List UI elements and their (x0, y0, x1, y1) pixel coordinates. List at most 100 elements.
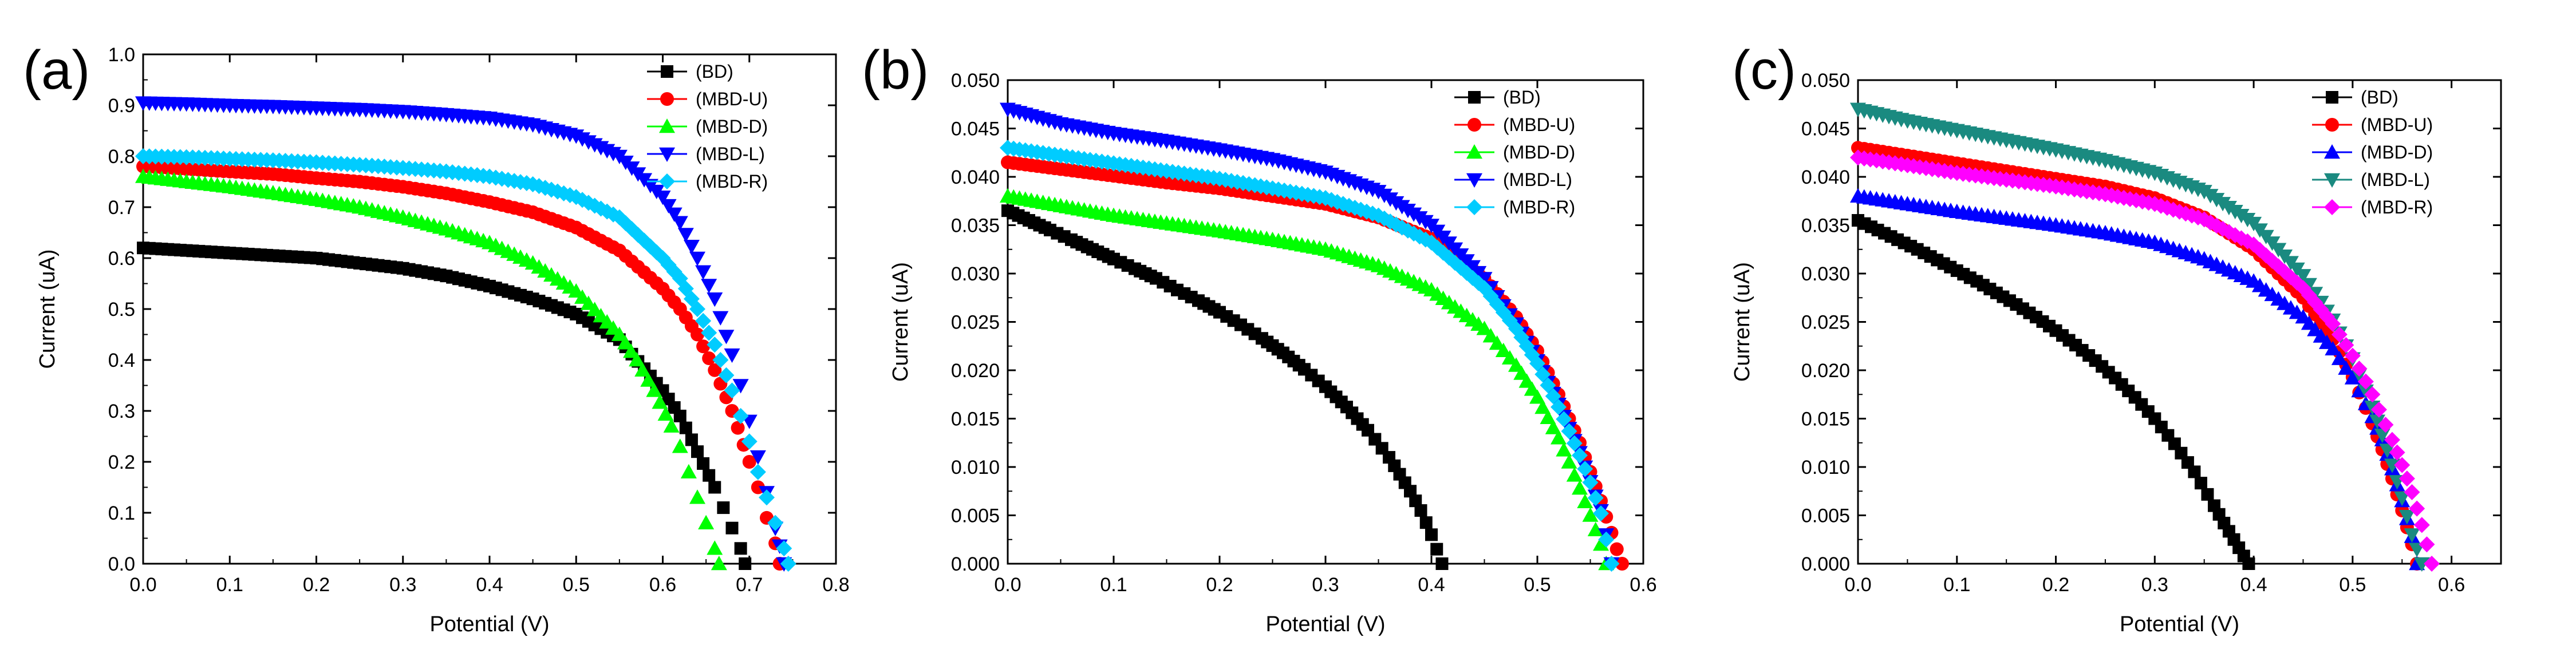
data-point-a-4 (695, 312, 712, 329)
x-tick-label-b: 0.2 (1206, 574, 1233, 596)
data-point-c-4 (2338, 337, 2354, 354)
data-point-a-0 (717, 501, 730, 514)
data-point-a-4 (707, 337, 723, 353)
legend-marker-b-1 (1468, 118, 1481, 132)
data-point-c-4 (2351, 361, 2368, 377)
data-point-a-0 (691, 445, 704, 458)
data-point-a-2 (689, 489, 705, 504)
data-point-a-2 (663, 418, 680, 433)
data-point-b-0 (1425, 528, 1438, 541)
panel-c: (c) 0.0 0.1 0.2 0.3 0.4 0.5 0.6 0.000 0.005 0.010 0… (1730, 39, 2502, 636)
legend-label-c-1: (MBD-U) (2361, 114, 2433, 135)
data-point-a-0 (679, 421, 692, 434)
y-tick-label-c: 0.020 (1801, 360, 1850, 382)
panel-a: (a) 0.0 0.1 0.2 0.3 0.4 0.5 0.6 0.7 0.8 0.0 0.1 0.2 0… (23, 39, 850, 636)
data-point-b-3 (1476, 272, 1493, 287)
legend-marker-a-3 (659, 147, 675, 162)
series-a-3 (135, 96, 792, 572)
data-point-b-0 (1419, 516, 1433, 529)
x-tick-label-a: 0.0 (129, 574, 156, 596)
data-point-b-4 (1582, 474, 1599, 491)
legend-marker-a-4 (659, 173, 675, 189)
data-point-a-2 (634, 362, 651, 377)
x-tick-label-b: 0.5 (1524, 574, 1551, 596)
x-axis-title-c: Potential (V) (2120, 612, 2239, 636)
data-point-a-0 (673, 409, 687, 422)
y-tick-label-c: 0.000 (1801, 553, 1850, 575)
legend-label-c-4: (MBD-R) (2361, 197, 2433, 217)
data-point-b-2 (1572, 480, 1588, 495)
legend-label-b-3: (MBD-L) (1503, 169, 1572, 190)
data-point-c-4 (2389, 444, 2405, 461)
x-tick-label-b: 0.0 (994, 574, 1021, 596)
y-tick-label-c: 0.040 (1801, 167, 1850, 188)
data-point-a-1 (702, 351, 716, 366)
data-point-c-2 (2338, 360, 2354, 375)
x-tick-label-b: 0.1 (1100, 574, 1127, 596)
x-tick-label-a: 0.5 (563, 574, 590, 596)
data-point-a-4 (741, 433, 758, 450)
data-point-b-2 (1501, 350, 1518, 365)
data-point-c-3 (2295, 269, 2311, 284)
data-point-c-3 (2404, 528, 2420, 543)
x-tick-label-a: 0.3 (389, 574, 416, 596)
panel-b: (b) 0.0 0.1 0.2 0.3 0.4 0.5 0.6 0.000 0.005 0.010 0… (862, 39, 1657, 636)
data-point-a-3 (666, 207, 683, 222)
y-tick-label-a: 0.2 (108, 452, 135, 473)
x-tick-label-c: 0.1 (1943, 574, 1970, 596)
data-point-b-2 (1495, 342, 1512, 358)
data-point-a-2 (711, 556, 727, 571)
y-tick-label-a: 0.6 (108, 248, 135, 270)
legend-marker-a-1 (660, 92, 674, 106)
data-point-b-2 (1582, 507, 1599, 522)
data-point-a-2 (611, 326, 628, 341)
data-point-a-4 (689, 301, 705, 317)
data-point-a-3 (712, 311, 729, 326)
data-point-a-2 (652, 394, 668, 409)
data-point-a-2 (698, 514, 715, 529)
y-tick-label-c: 0.025 (1801, 312, 1850, 334)
legend-a: (BD) (MBD-U) (MBD-D) (MBD-L) (MBD-R) (647, 61, 768, 192)
data-point-c-4 (2409, 500, 2425, 517)
data-point-b-2 (1566, 467, 1583, 482)
data-point-b-4 (1593, 505, 1609, 522)
data-point-c-4 (2419, 536, 2435, 553)
y-axis-title-a: Current (uA) (35, 249, 60, 369)
y-tick-label-b: 0.005 (951, 505, 1000, 527)
data-point-a-2 (617, 335, 633, 350)
data-point-b-2 (1489, 335, 1505, 350)
data-point-b-4 (1534, 366, 1551, 383)
data-point-b-1 (1609, 542, 1624, 556)
x-axis-title-b: Potential (V) (1265, 612, 1385, 636)
data-point-a-3 (701, 279, 717, 294)
data-point-c-4 (2325, 315, 2341, 332)
data-point-b-2 (1545, 419, 1561, 434)
legend-label-a-4: (MBD-R) (696, 171, 768, 192)
data-point-c-2 (2344, 370, 2361, 385)
panel-label-c: (c) (1732, 39, 1796, 101)
data-point-a-2 (680, 464, 697, 478)
data-point-a-2 (629, 352, 645, 367)
data-point-a-3 (695, 265, 712, 280)
legend-marker-b-2 (1466, 144, 1482, 159)
y-tick-label-b: 0.020 (951, 360, 1000, 382)
data-point-a-4 (776, 540, 792, 557)
y-axis-title-c: Current (uA) (1730, 262, 1754, 382)
data-point-a-1 (691, 327, 704, 342)
data-point-a-4 (724, 382, 740, 399)
data-point-a-3 (707, 292, 723, 307)
data-point-a-4 (677, 280, 694, 297)
data-point-b-4 (1598, 531, 1615, 548)
data-point-b-2 (1587, 521, 1604, 537)
data-point-b-4 (1545, 388, 1561, 405)
legend-c: (BD) (MBD-U) (MBD-D) (MBD-L) (MBD-R) (2312, 87, 2433, 217)
data-point-a-3 (724, 348, 740, 363)
data-point-c-0 (2188, 465, 2201, 478)
legend-label-c-2: (MBD-D) (2361, 142, 2433, 163)
data-point-c-3 (2384, 458, 2400, 473)
y-tick-label-a: 0.8 (108, 146, 135, 168)
data-point-a-0 (703, 469, 716, 482)
data-point-b-4 (1540, 377, 1556, 394)
data-point-a-3 (718, 330, 735, 345)
data-point-a-3 (749, 450, 766, 465)
